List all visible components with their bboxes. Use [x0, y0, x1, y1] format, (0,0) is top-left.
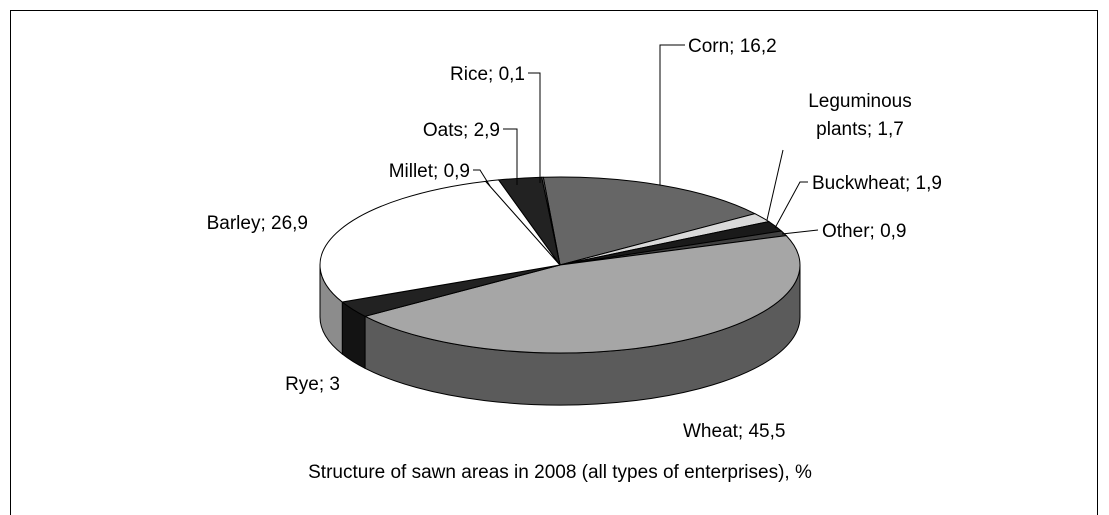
- data-label: Wheat; 45,5: [683, 421, 785, 442]
- data-label: Rice; 0,1: [450, 64, 525, 85]
- data-label: Rye; 3: [285, 374, 340, 395]
- leader-line: [774, 181, 808, 229]
- slice: [541, 176, 561, 266]
- data-label: Millet; 0,9: [389, 161, 470, 182]
- leader-line: [473, 169, 491, 187]
- leader-line: [503, 128, 518, 185]
- data-label: Buckwheat; 1,9: [812, 173, 942, 194]
- data-label: Barley; 26,9: [207, 213, 308, 234]
- data-label-line: plants; 1,7: [816, 119, 904, 140]
- leader-line: [528, 72, 541, 183]
- slice: [363, 235, 801, 354]
- slice: [319, 180, 561, 303]
- data-label: Other; 0,9: [822, 221, 907, 242]
- chart-title: Structure of sawn areas in 2008 (all typ…: [308, 462, 812, 483]
- data-label: Oats; 2,9: [423, 120, 500, 141]
- leader-line: [781, 229, 819, 235]
- data-label-line: Leguminous: [808, 91, 912, 112]
- data-label: Leguminous plants; 1,7: [808, 91, 912, 140]
- data-label: Corn; 16,2: [688, 36, 777, 57]
- slice: [542, 176, 757, 266]
- leader-line: [766, 149, 784, 221]
- leader-line: [659, 44, 685, 185]
